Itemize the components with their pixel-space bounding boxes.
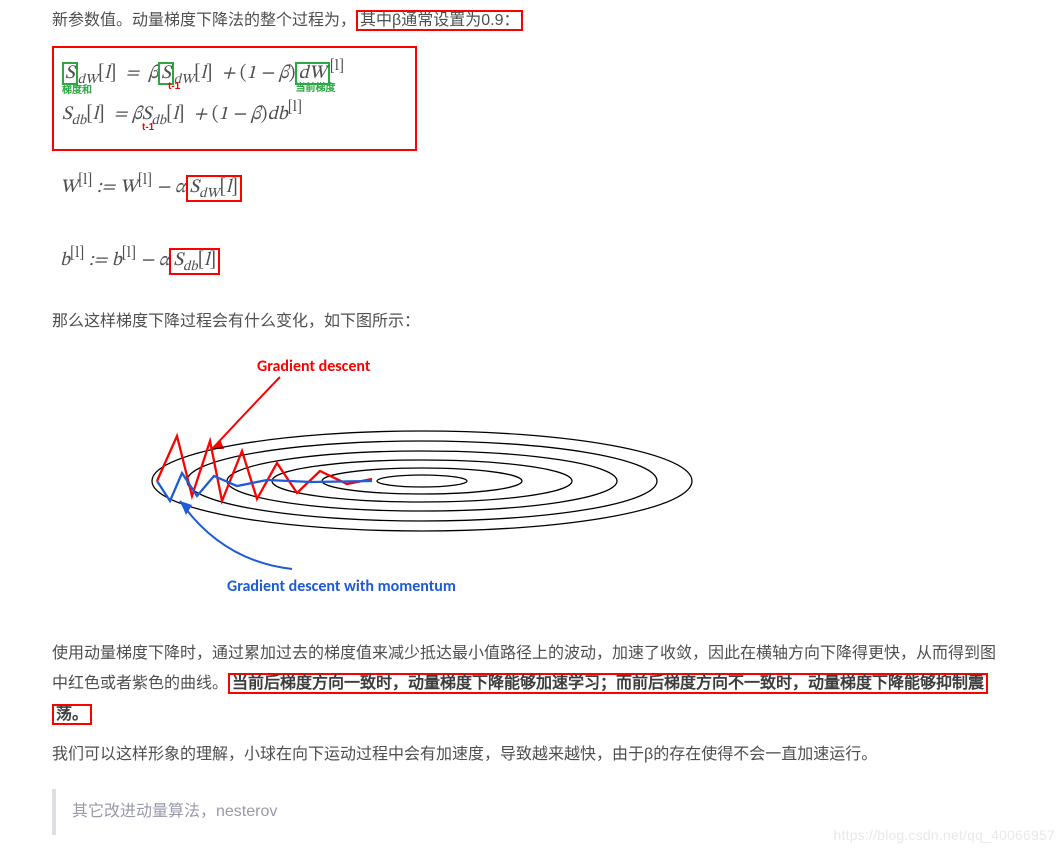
equation-b-update-line: b[l] := b[l] − αSdb[l] xyxy=(60,248,1001,275)
intro-beta-highlight: 其中β通常设置为0.9： xyxy=(356,10,523,31)
gradient-descent-figure: Gradient descent Gradient descent with m… xyxy=(102,351,702,611)
path-gd-zigzag xyxy=(157,436,372,501)
blockquote-nesterov: 其它改进动量算法，nesterov xyxy=(52,789,1009,835)
red-box-sdb-term: Sdb[l] xyxy=(169,248,220,275)
after-equations-text: 那么这样梯度下降过程会有什么变化，如下图所示： xyxy=(52,307,1009,337)
arrow-gd xyxy=(212,377,280,449)
label-gradient-descent-momentum: Gradient descent with momentum xyxy=(227,577,456,596)
green-box-dw: dW 当前梯度 xyxy=(295,62,329,85)
arrow-momentum xyxy=(180,501,292,569)
ball-analogy-paragraph: 我们可以这样形象的理解，小球在向下运动过程中会有加速度，导致越来越快，由于β的存… xyxy=(52,740,1009,770)
red-box-sdw-term: SdW[l] xyxy=(186,175,243,202)
contour-ellipses xyxy=(152,431,692,531)
equation-sdw: S 梯度和 dW[l] = βSdW[l] t-1 + (1 − β)dW 当前… xyxy=(62,62,407,86)
gd-svg: Gradient descent Gradient descent with m… xyxy=(102,351,702,611)
anno-gradient-sum: 梯度和 xyxy=(62,86,92,96)
blockquote-text: 其它改进动量算法，nesterov xyxy=(72,803,277,820)
green-box-s: S 梯度和 xyxy=(62,62,78,85)
momentum-explanation-paragraph: 使用动量梯度下降时，通过累加过去的梯度值来减少抵达最小值路径上的波动，加速了收敛… xyxy=(52,639,1009,730)
anno-t-1-b: t-1 xyxy=(142,122,154,134)
anno-current-grad: 当前梯度 xyxy=(295,84,335,94)
equation-w-update: W[l] := W[l] − αSdW[l] xyxy=(52,161,1009,224)
equation-sdb: Sdb[l] = βSdb[l] t-1 + (1 − β)db[l] xyxy=(62,104,407,127)
intro-paragraph: 新参数值。动量梯度下降法的整个过程为，其中β通常设置为0.9： xyxy=(52,6,1009,36)
equation-group-sdw-sdb: S 梯度和 dW[l] = βSdW[l] t-1 + (1 − β)dW 当前… xyxy=(52,46,417,151)
equation-b-update: b[l] := b[l] − αSdb[l] xyxy=(52,234,1009,297)
article-body: 新参数值。动量梯度下降法的整个过程为，其中β通常设置为0.9： S 梯度和 dW… xyxy=(0,0,1061,853)
intro-text-before: 新参数值。动量梯度下降法的整个过程为， xyxy=(52,12,356,29)
label-gradient-descent: Gradient descent xyxy=(257,357,371,376)
equation-w-update-line: W[l] := W[l] − αSdW[l] xyxy=(60,175,1001,202)
anno-t-1-a: t-1 xyxy=(168,81,180,93)
